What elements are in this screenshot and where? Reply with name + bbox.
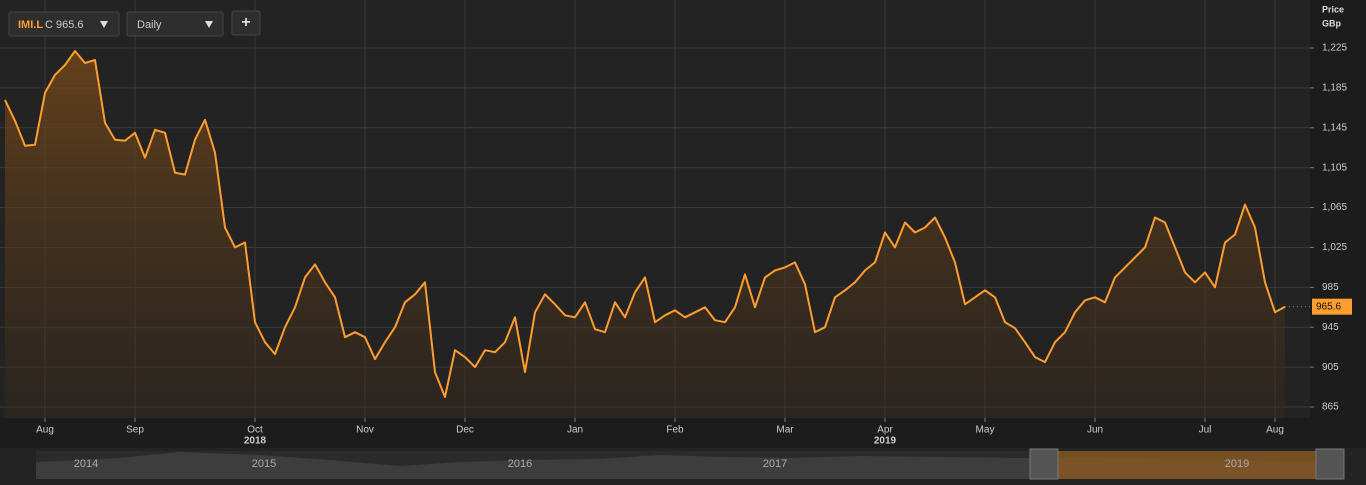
y-tick-label: 905 [1322,362,1339,373]
interval: Daily [137,19,162,31]
last-price-label: 965.6 [1316,301,1341,312]
last-price-tag [1312,298,1352,315]
y-axis-title: Price [1322,4,1344,14]
close-price: C 965.6 [45,19,84,31]
x-year-label: 2018 [244,436,267,447]
symbol: IMI.L [18,19,43,31]
navigator-year: 2015 [252,458,276,470]
x-tick-label: Jun [1087,425,1103,436]
interval-box[interactable] [126,11,224,37]
y-axis-panel [1310,0,1366,448]
x-tick-label: Jan [567,425,583,436]
x-tick-label: May [976,425,995,436]
x-tick-label: Dec [456,425,474,436]
x-tick-label: Apr [877,425,893,436]
y-axis-unit: GBp [1322,18,1342,28]
navigator-window[interactable] [1058,451,1316,479]
y-tick-label: 1,185 [1322,83,1347,94]
dropdown-arrow [100,21,108,28]
x-tick-label: Nov [356,425,374,436]
dropdown-arrow [205,21,213,28]
navigator-area [36,452,1344,479]
y-tick-label: 1,225 [1322,43,1347,54]
navigator-labels: 2014 2015 2016 2017 2019 [74,458,1249,470]
x-tick-label: Aug [36,425,54,436]
y-tick-label: 1,025 [1322,242,1347,253]
x-tick-label: Sep [126,425,144,436]
y-tick-label: 865 [1322,402,1339,413]
y-tick-label: 985 [1322,282,1339,293]
y-tick-label: 945 [1322,322,1339,333]
x-tick-label: Feb [666,425,684,436]
symbol-box[interactable] [8,11,120,37]
price-line [4,50,1286,398]
x-tick-label: Oct [247,425,263,436]
navigator-handle[interactable] [1029,448,1059,480]
area [5,51,1285,418]
navigator-year: 2017 [763,458,787,470]
y-tick-label: 1,105 [1322,162,1347,173]
x-year-label: 2019 [874,436,897,447]
add-icon: + [241,14,250,31]
plot [4,50,1286,418]
x-tick-label: Jul [1199,425,1212,436]
navigator-year: 2014 [74,458,98,470]
x-axis-panel [0,418,1310,448]
x-tick-label: Mar [776,425,794,436]
navigator-year: 2016 [508,458,532,470]
y-tick-label: 1,145 [1322,122,1347,133]
y-tick-label: 1,065 [1322,202,1347,213]
navigator-handle[interactable] [1315,448,1345,480]
add-button[interactable] [231,10,261,36]
x-tick-label: Aug [1266,425,1284,436]
navigator-year: 2019 [1225,458,1249,470]
